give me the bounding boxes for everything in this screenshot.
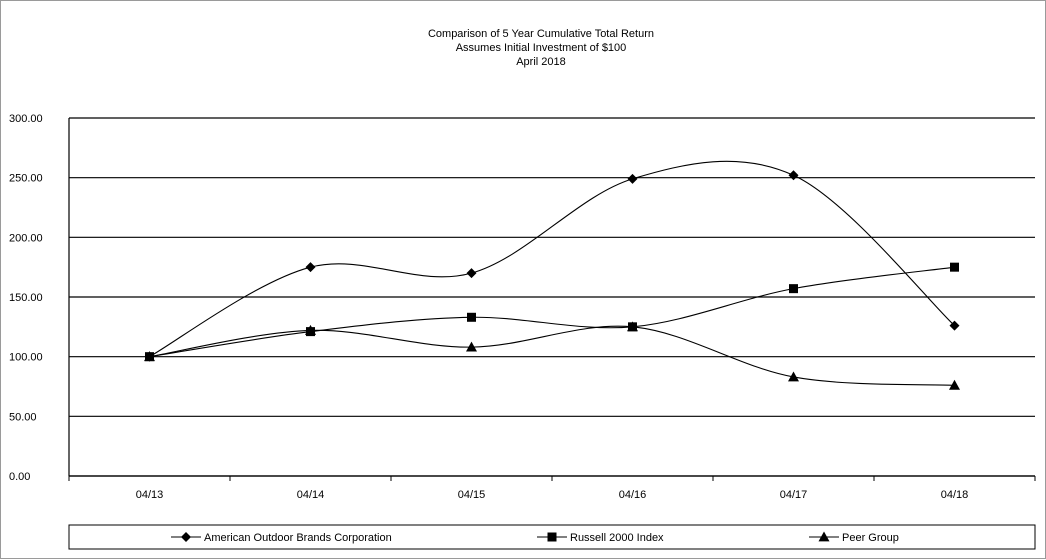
data-point-peer-group xyxy=(305,324,316,335)
x-tick-label: 04/17 xyxy=(780,489,808,501)
x-tick-label: 04/14 xyxy=(297,489,325,501)
data-point-peer-group xyxy=(788,371,799,382)
legend-marker-american-outdoor-brands-corporation xyxy=(181,532,191,542)
data-point-peer-group xyxy=(466,341,477,352)
data-point-american-outdoor-brands-corporation xyxy=(627,173,638,184)
legend-label-russell-2000-index: Russell 2000 Index xyxy=(570,532,664,544)
series-lines xyxy=(149,160,955,386)
x-tick-label: 04/15 xyxy=(458,489,486,501)
y-tick-label: 300.00 xyxy=(9,113,43,125)
y-tick-label: 0.00 xyxy=(9,471,30,483)
data-point-peer-group xyxy=(627,321,638,332)
y-axis-ticks: 0.00 50.00 100.00 150.00 200.00 250.00 300.00 xyxy=(9,113,43,483)
series-line-american-outdoor-brands-corporation xyxy=(149,160,955,358)
data-point-russell-2000-index xyxy=(467,312,476,322)
y-tick-label: 50.00 xyxy=(9,411,37,423)
y-tick-label: 150.00 xyxy=(9,292,43,304)
data-point-russell-2000-index xyxy=(950,262,959,272)
legend: American Outdoor Brands Corporation Russe… xyxy=(68,524,1036,550)
data-point-peer-group xyxy=(144,351,155,362)
legend-marker-peer-group xyxy=(818,531,830,542)
x-tick-label: 04/16 xyxy=(619,489,647,501)
y-tick-label: 200.00 xyxy=(9,232,43,244)
data-point-american-outdoor-brands-corporation xyxy=(305,262,316,273)
y-tick-label: 100.00 xyxy=(9,352,43,364)
legend-marker-russell-2000-index xyxy=(547,532,557,542)
y-tick-label: 250.00 xyxy=(9,173,43,185)
series-line-russell-2000-index xyxy=(149,266,955,358)
chart-title: Comparison of 5 Year Cumulative Total Re… xyxy=(428,28,654,68)
data-point-american-outdoor-brands-corporation xyxy=(466,268,477,279)
chart-title-line-2: Assumes Initial Investment of $100 xyxy=(456,42,627,54)
data-point-peer-group xyxy=(949,379,960,390)
data-point-american-outdoor-brands-corporation xyxy=(788,170,799,181)
chart-title-line-3: April 2018 xyxy=(516,56,566,68)
data-point-american-outdoor-brands-corporation xyxy=(949,320,960,331)
series-markers xyxy=(144,170,960,390)
gridlines xyxy=(69,117,1035,477)
x-tick-label: 04/18 xyxy=(941,489,969,501)
legend-label-peer-group: Peer Group xyxy=(842,532,899,544)
x-tick-label: 04/13 xyxy=(136,489,164,501)
x-axis-ticks: 04/13 04/14 04/15 04/16 04/17 04/18 xyxy=(68,476,1036,501)
chart-title-line-1: Comparison of 5 Year Cumulative Total Re… xyxy=(428,28,654,40)
legend-label-american-outdoor-brands-corporation: American Outdoor Brands Corporation xyxy=(204,532,392,544)
series-line-peer-group xyxy=(149,325,955,386)
data-point-russell-2000-index xyxy=(789,284,798,294)
